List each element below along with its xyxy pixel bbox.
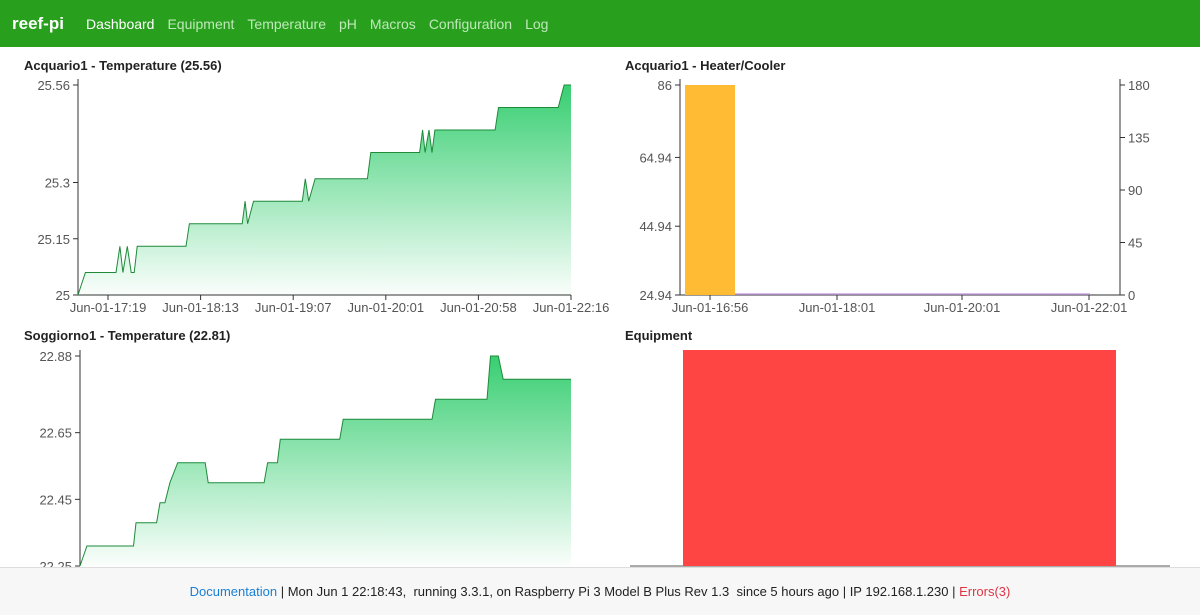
top-navbar: reef-pi Dashboard Equipment Temperature …	[0, 0, 1200, 47]
x-tick-label: Jun-01-20:01	[924, 300, 1001, 315]
ip-address-text: IP 192.168.1.230	[849, 584, 949, 599]
temp2-chart-title: Soggiorno1 - Temperature (22.81)	[24, 328, 231, 343]
temperature-area	[80, 356, 571, 566]
y-tick-label: 25.3	[45, 176, 70, 191]
nav-ph[interactable]: pH	[339, 15, 357, 32]
y-tick-label: 25.56	[37, 78, 70, 93]
temperature-line	[79, 355, 571, 567]
y-tick-label: 64.94	[639, 150, 672, 165]
documentation-link[interactable]: Documentation	[189, 584, 278, 599]
x-tick-label: Jun-01-22:16	[533, 300, 610, 315]
nav-temperature[interactable]: Temperature	[247, 15, 326, 32]
y-tick-label: 25.15	[37, 232, 70, 247]
x-tick-label: Jun-01-22:01	[1051, 300, 1128, 315]
dashboard-charts: 25 25.15 25.3 25.56 Jun-01-17:19 Jun-01-18:13…	[37, 78, 1170, 574]
system-status-text: Mon Jun 1 22:18:43, running 3.3.1, on Ra…	[287, 584, 840, 599]
heater-chart[interactable]: 24.94 44.94 64.94 86 0 45 90 135 180 Jun-01-16:56…	[639, 78, 1149, 315]
footer-status-bar: Documentation | Mon Jun 1 22:18:43, runn…	[0, 567, 1200, 615]
x-tick-label: Jun-01-16:56	[672, 300, 749, 315]
y-tick-label: 22.88	[39, 349, 72, 364]
errors-link[interactable]: Errors(3)	[959, 584, 1011, 599]
x-tick-label: Jun-01-19:07	[255, 300, 332, 315]
footer-separator: |	[839, 584, 850, 599]
brand-logo[interactable]: reef-pi	[12, 13, 64, 33]
y-tick-label: 22.45	[39, 492, 72, 507]
y-tick-label: 22.65	[39, 426, 72, 441]
x-tick-label: Jun-01-17:19	[70, 300, 147, 315]
y2-tick-label: 180	[1128, 78, 1150, 93]
x-tick-label: Jun-01-18:13	[162, 300, 239, 315]
nav-configuration[interactable]: Configuration	[428, 15, 513, 32]
x-tick-label: Jun-01-20:01	[347, 300, 424, 315]
y-tick-label: 24.94	[639, 288, 672, 303]
y2-tick-label: 135	[1128, 131, 1150, 146]
temperature-line	[77, 84, 571, 296]
y2-tick-label: 45	[1128, 236, 1142, 251]
footer-separator: |	[948, 584, 960, 599]
x-tick-label: Jun-01-20:58	[440, 300, 517, 315]
equipment-bar	[683, 350, 1116, 566]
y2-tick-label: 90	[1128, 183, 1142, 198]
footer-separator: |	[277, 584, 288, 599]
y-tick-label: 44.94	[639, 219, 672, 234]
nav-log[interactable]: Log	[525, 15, 549, 32]
y-tick-label: 25	[56, 288, 70, 303]
equipment-chart[interactable]	[630, 350, 1170, 567]
nav-equipment[interactable]: Equipment	[167, 15, 235, 32]
y-tick-label: 86	[658, 78, 672, 93]
nav-dashboard[interactable]: Dashboard	[85, 15, 155, 32]
temperature-area	[78, 85, 571, 295]
y2-tick-label: 0	[1128, 288, 1135, 303]
x-tick-label: Jun-01-18:01	[799, 300, 876, 315]
temp1-chart[interactable]: 25 25.15 25.3 25.56 Jun-01-17:19 Jun-01-18:13…	[37, 78, 609, 315]
nav-macros[interactable]: Macros	[369, 15, 416, 32]
heater-chart-title: Acquario1 - Heater/Cooler	[625, 58, 786, 73]
temp1-chart-title: Acquario1 - Temperature (25.56)	[24, 58, 222, 73]
equipment-chart-title: Equipment	[625, 328, 693, 343]
heater-bar	[685, 85, 735, 295]
